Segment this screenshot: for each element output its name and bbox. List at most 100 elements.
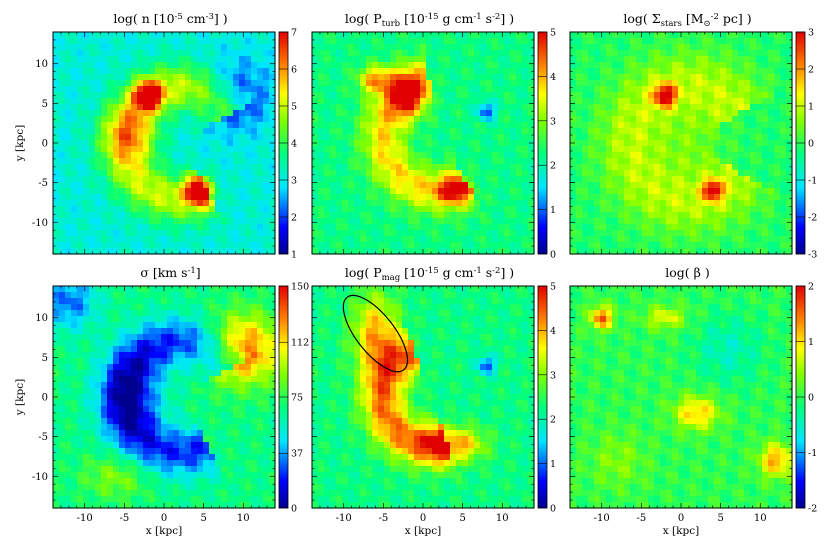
- heatmap-cell: [480, 176, 487, 183]
- heatmap-cell: [107, 460, 114, 467]
- heatmap-cell: [390, 248, 397, 255]
- heatmap-cell: [53, 310, 60, 317]
- heatmap-cell: [83, 212, 90, 219]
- heatmap-cell: [227, 68, 234, 75]
- heatmap-cell: [600, 164, 607, 171]
- heatmap-cell: [251, 74, 258, 81]
- heatmap-cell: [726, 248, 733, 255]
- heatmap-cell: [504, 236, 511, 243]
- heatmap-cell: [257, 104, 264, 111]
- heatmap-cell: [510, 56, 517, 63]
- heatmap-cell: [738, 236, 745, 243]
- heatmap-cell: [780, 194, 787, 201]
- heatmap-cell: [468, 194, 475, 201]
- heatmap-cell: [510, 158, 517, 165]
- heatmap-cell: [432, 182, 439, 189]
- heatmap-cell: [197, 218, 204, 225]
- heatmap-cell: [312, 110, 319, 117]
- heatmap-cell: [516, 194, 523, 201]
- heatmap-cell: [95, 230, 102, 237]
- heatmap-cell: [732, 224, 739, 231]
- heatmap-cell: [71, 122, 78, 129]
- heatmap-cell: [354, 248, 361, 255]
- heatmap-cell: [131, 316, 138, 323]
- heatmap-cell: [131, 98, 138, 105]
- heatmap-cell: [396, 188, 403, 195]
- heatmap-cell: [372, 74, 379, 81]
- heatmap-cell: [95, 68, 102, 75]
- heatmap-cell: [774, 122, 781, 129]
- heatmap-cell: [576, 224, 583, 231]
- heatmap-cell: [197, 200, 204, 207]
- heatmap-cell: [438, 188, 445, 195]
- heatmap-cell: [450, 62, 457, 69]
- heatmap-cell: [155, 182, 162, 189]
- heatmap-cell: [744, 68, 751, 75]
- heatmap-cell: [191, 104, 198, 111]
- heatmap-cell: [143, 68, 150, 75]
- heatmap-cell: [528, 242, 535, 249]
- heatmap-cell: [101, 80, 108, 87]
- heatmap-cell: [504, 98, 511, 105]
- heatmap-cell: [624, 62, 631, 69]
- heatmap-cell: [408, 110, 415, 117]
- heatmap-cell: [263, 86, 270, 93]
- heatmap-cell: [642, 224, 649, 231]
- heatmap-cell: [71, 62, 78, 69]
- heatmap-cell: [203, 248, 210, 255]
- heatmap-cell: [432, 86, 439, 93]
- heatmap-cell: [173, 224, 180, 231]
- heatmap-cell: [71, 206, 78, 213]
- heatmap-cell: [678, 218, 685, 225]
- heatmap-cell: [59, 316, 66, 323]
- heatmap-cell: [173, 200, 180, 207]
- heatmap-cell: [648, 224, 655, 231]
- heatmap-cell: [263, 140, 270, 147]
- heatmap-cell: [119, 62, 126, 69]
- heatmap-cell: [660, 230, 667, 237]
- heatmap-cell: [366, 182, 373, 189]
- heatmap-cell: [474, 68, 481, 75]
- heatmap-cell: [462, 236, 469, 243]
- heatmap-cell: [137, 188, 144, 195]
- heatmap-cell: [197, 158, 204, 165]
- heatmap-cell: [516, 176, 523, 183]
- heatmap-cell: [215, 38, 222, 45]
- heatmap-cell: [408, 164, 415, 171]
- heatmap-cell: [227, 200, 234, 207]
- heatmap-cell: [594, 92, 601, 99]
- heatmap-cell: [672, 56, 679, 63]
- heatmap-cell: [197, 50, 204, 57]
- heatmap-cell: [732, 158, 739, 165]
- heatmap-cell: [137, 158, 144, 165]
- heatmap-cell: [263, 110, 270, 117]
- heatmap-cell: [732, 128, 739, 135]
- heatmap-cell: [618, 134, 625, 141]
- heatmap-cell: [654, 164, 661, 171]
- heatmap-cell: [101, 242, 108, 249]
- heatmap-cell: [59, 140, 66, 147]
- heatmap-cell: [432, 188, 439, 195]
- heatmap-cell: [576, 80, 583, 87]
- heatmap-cell: [666, 32, 673, 39]
- heatmap-cell: [420, 92, 427, 99]
- heatmap-cell: [774, 116, 781, 123]
- heatmap-cell: [492, 80, 499, 87]
- heatmap-cell: [342, 146, 349, 153]
- heatmap-cell: [402, 116, 409, 123]
- heatmap-cell: [53, 86, 60, 93]
- heatmap-cell: [101, 32, 108, 39]
- heatmap-cell: [179, 104, 186, 111]
- heatmap-cell: [696, 74, 703, 81]
- heatmap-cell: [179, 56, 186, 63]
- heatmap-cell: [354, 188, 361, 195]
- heatmap-cell: [245, 218, 252, 225]
- heatmap-cell: [77, 292, 84, 299]
- heatmap-cell: [432, 140, 439, 147]
- heatmap-cell: [342, 200, 349, 207]
- heatmap-cell: [83, 230, 90, 237]
- heatmap-cell: [582, 182, 589, 189]
- heatmap-cell: [576, 98, 583, 105]
- heatmap-cell: [774, 62, 781, 69]
- heatmap-cell: [83, 74, 90, 81]
